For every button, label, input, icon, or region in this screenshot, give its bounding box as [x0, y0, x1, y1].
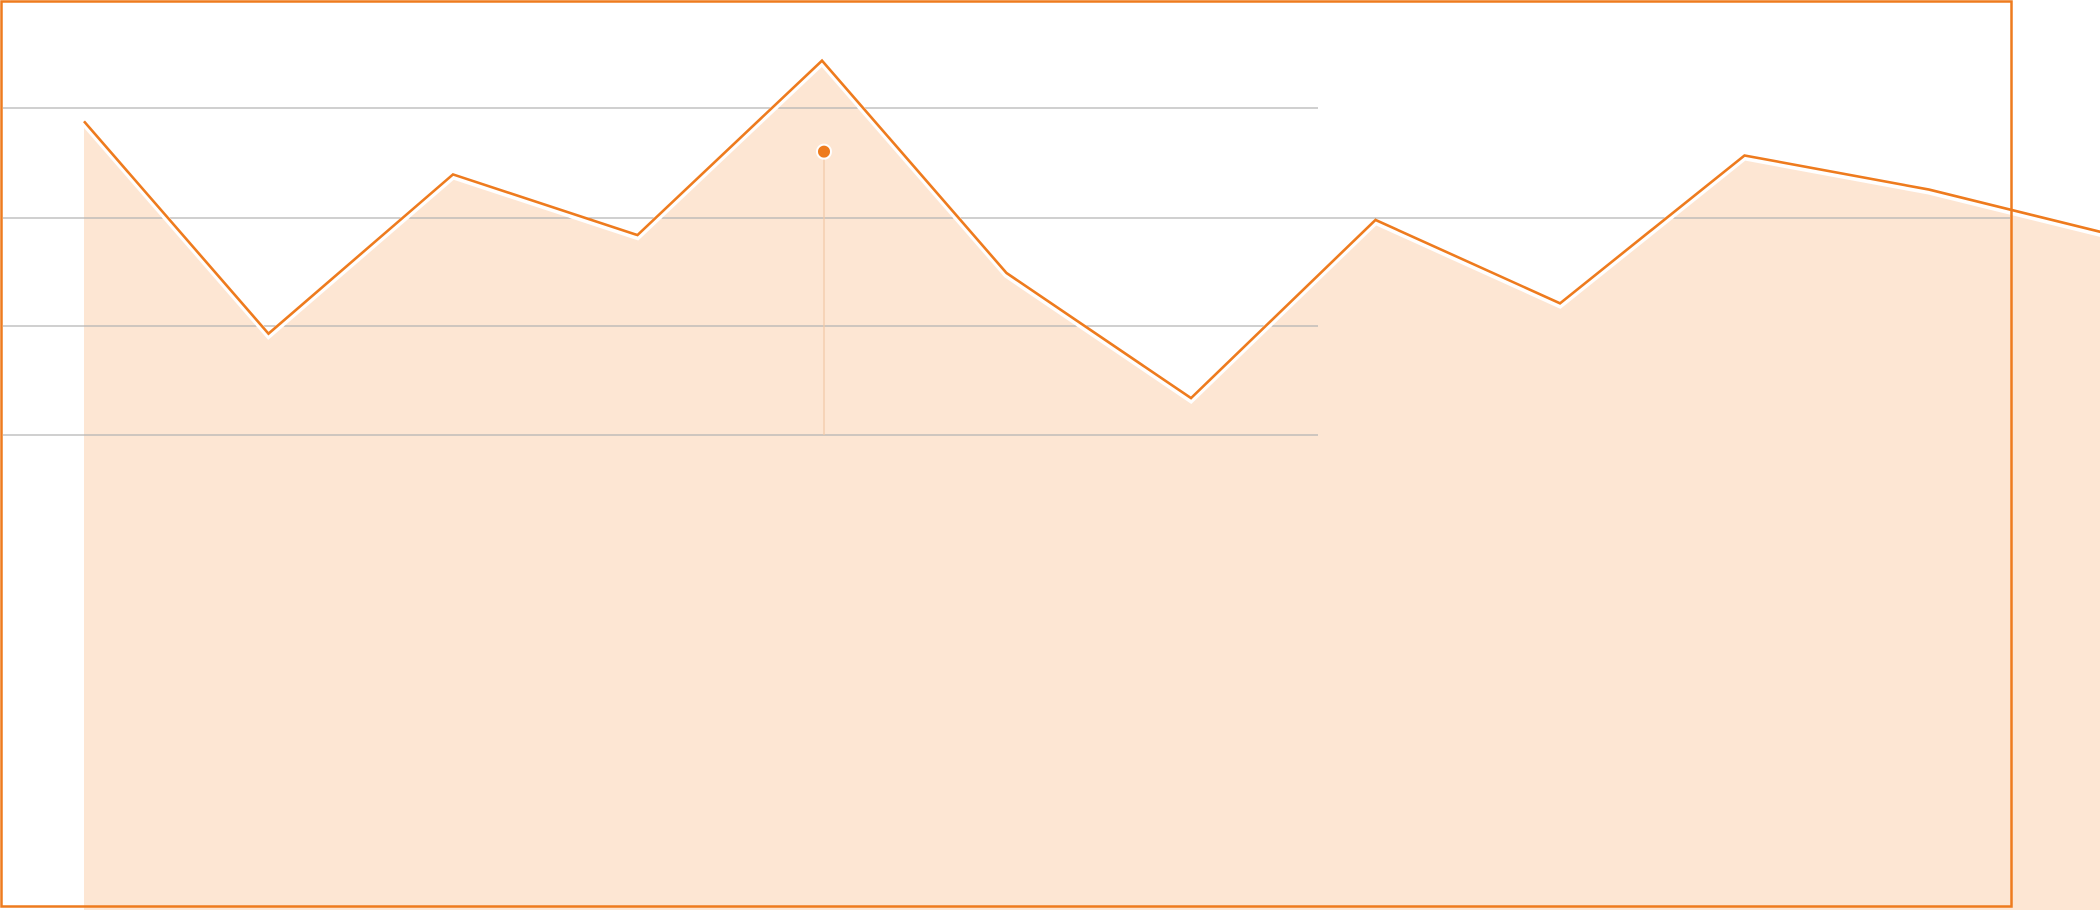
- data-point: [1373, 217, 1379, 223]
- data-point: [1742, 152, 1748, 158]
- series-line: [83, 58, 2100, 400]
- data-point: [81, 118, 87, 124]
- data-points-layer: [81, 58, 1932, 401]
- series-line-halo: [81, 58, 2100, 404]
- plot-frame: [0, 0, 2013, 908]
- data-point: [635, 232, 641, 238]
- gridlines: [3, 107, 2010, 436]
- highlight-point-marker: [816, 143, 832, 160]
- data-point: [1188, 395, 1194, 401]
- data-point: [266, 331, 272, 337]
- data-point: [1557, 300, 1563, 306]
- area-fill-layer: [84, 60, 2100, 910]
- plot-frame-layer: [0, 0, 2013, 908]
- series-area: [84, 60, 2100, 910]
- data-point: [1004, 270, 1010, 276]
- data-point: [450, 171, 456, 177]
- data-point: [819, 58, 825, 64]
- series-line-layer: [81, 58, 2100, 404]
- data-point: [1926, 187, 1932, 193]
